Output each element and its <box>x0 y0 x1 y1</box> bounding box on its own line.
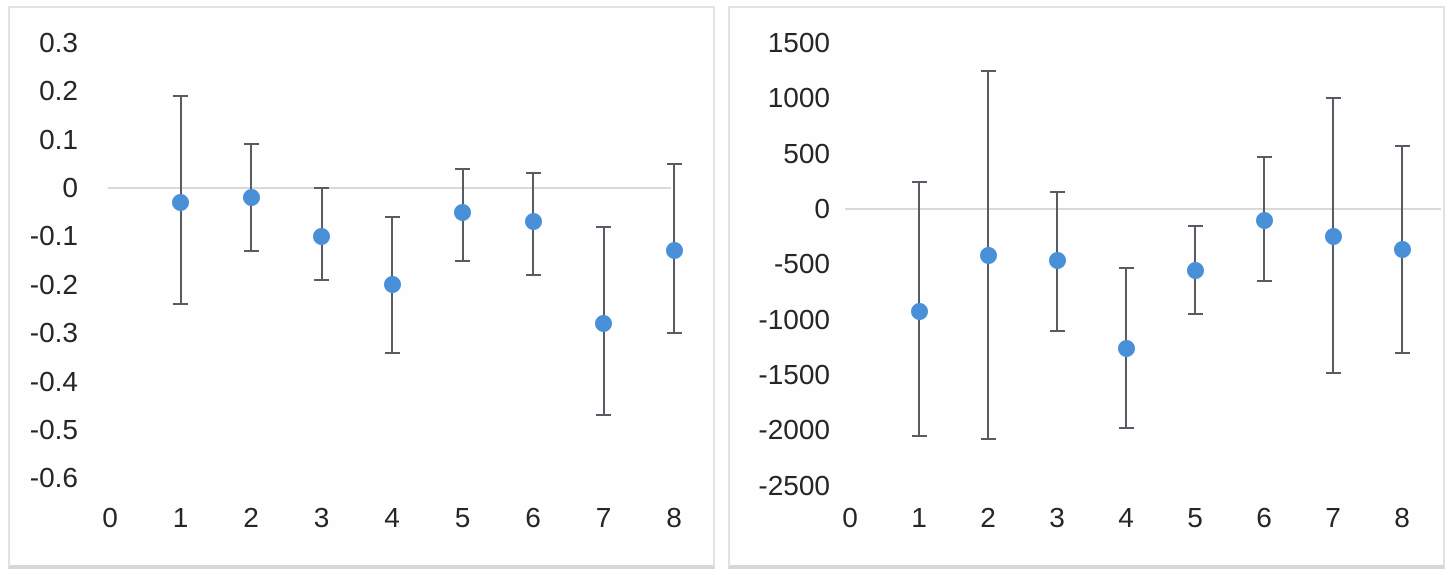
y-axis-tick-label: 0.1 <box>39 123 78 155</box>
error-bar-cap-top <box>911 181 927 184</box>
data-point-marker <box>1255 211 1273 229</box>
error-bar-cap-bottom <box>314 278 329 281</box>
error-bar-cap-bottom <box>666 332 682 335</box>
x-axis-tick-label: 8 <box>666 502 682 533</box>
x-axis-tick-label: 7 <box>595 502 612 533</box>
error-bar-cap-top <box>384 216 400 219</box>
error-bar-cap-top <box>666 162 682 165</box>
y-axis-tick-label: -0.2 <box>29 268 78 300</box>
x-axis-tick-label: 5 <box>1187 502 1203 533</box>
y-axis-tick-label: 0.3 <box>39 26 78 58</box>
zero-gridline <box>108 187 671 189</box>
right-chart-plot-area: 1500 1000 500 0 -500 -1000 -1500 -2000 -2500 0 1 2 3… <box>728 6 1441 563</box>
error-bar-cap-top <box>455 167 470 170</box>
error-bar-cap-bottom <box>1118 426 1134 429</box>
error-bar-cap-top <box>1118 266 1134 269</box>
y-axis-tick-label: -0.4 <box>29 365 78 397</box>
y-axis-tick-label: -0.6 <box>29 462 78 494</box>
y-axis-tick-label: -500 <box>773 248 830 280</box>
y-axis-tick-label: 0 <box>62 172 78 203</box>
data-point-marker <box>1048 252 1066 270</box>
error-bar-cap-bottom <box>1049 329 1065 332</box>
data-point-marker <box>313 227 330 245</box>
x-axis-tick-label: 2 <box>980 502 996 533</box>
y-axis-tick-label: -0.1 <box>29 220 78 252</box>
y-axis-tick-label: 0.2 <box>39 75 78 107</box>
error-bar-cap-bottom <box>384 351 400 354</box>
x-axis-tick-label: 3 <box>313 502 330 533</box>
error-bar-cap-top <box>243 143 259 146</box>
data-point-marker <box>1117 339 1135 357</box>
error-bar-cap-bottom <box>1325 371 1341 374</box>
error-bar-cap-bottom <box>1187 313 1203 316</box>
error-bar-cap-top <box>1049 191 1065 194</box>
x-axis-tick-label: 1 <box>911 502 927 533</box>
y-axis-tick-label: -2500 <box>758 469 830 501</box>
error-bar-cap-top <box>1394 144 1410 147</box>
data-point-marker <box>595 315 612 333</box>
error-bar-cap-top <box>314 187 329 189</box>
x-axis-tick-label: 0 <box>842 502 858 533</box>
data-point-marker <box>1324 228 1342 246</box>
y-axis-tick-label: 1000 <box>767 82 830 114</box>
data-point-marker <box>979 246 997 264</box>
data-point-marker <box>172 194 189 212</box>
error-bar-cap-bottom <box>1394 351 1410 354</box>
error-bar-cap-bottom <box>911 434 927 437</box>
error-bar-cap-top <box>596 225 611 228</box>
x-axis-tick-label: 7 <box>1325 502 1341 533</box>
data-point-marker <box>910 303 928 321</box>
y-axis-tick-label: -2000 <box>758 414 830 446</box>
x-axis-tick-label: 6 <box>1256 502 1272 533</box>
error-bar-cap-top <box>173 95 188 98</box>
y-axis-tick-label: -1000 <box>758 303 830 335</box>
data-point-marker <box>1186 262 1204 280</box>
error-bar-cap-bottom <box>455 259 470 262</box>
error-bar-cap-top <box>980 69 996 72</box>
x-axis-tick-label: 4 <box>384 502 400 533</box>
y-axis-tick-label: -0.5 <box>29 414 78 445</box>
x-axis-tick-label: 2 <box>243 502 259 533</box>
y-axis-tick-label: -0.3 <box>29 317 78 349</box>
error-bar-cap-bottom <box>1256 279 1272 282</box>
error-bar-cap-bottom <box>173 303 188 306</box>
error-bar-cap-bottom <box>243 249 259 252</box>
left-chart-panel: 0.3 0.2 0.1 0 -0.1 -0.2 -0.3 -0.4 -0.5 -0.6 0 1 2 3 4 5… <box>8 6 715 569</box>
x-axis-tick-label: 1 <box>172 502 189 533</box>
y-axis-tick-label: 1500 <box>767 27 830 59</box>
x-axis-tick-label: 3 <box>1049 502 1065 533</box>
data-point-marker <box>524 213 542 231</box>
data-point-marker <box>383 276 401 294</box>
x-axis-tick-label: 4 <box>1118 502 1134 533</box>
data-point-marker <box>242 189 260 207</box>
right-chart-panel: 1500 1000 500 0 -500 -1000 -1500 -2000 -2500 0 1 2 3… <box>728 6 1445 569</box>
error-bar-cap-bottom <box>980 438 996 441</box>
data-point-marker <box>665 242 683 260</box>
error-bar-cap-top <box>1187 224 1203 227</box>
data-point-marker <box>1393 241 1411 259</box>
x-axis-tick-label: 6 <box>525 502 541 533</box>
x-axis-tick-label: 8 <box>1394 502 1410 533</box>
y-axis-tick-label: 500 <box>783 137 830 169</box>
zero-gridline <box>845 208 1441 210</box>
error-bar-cap-top <box>1325 97 1341 100</box>
error-bar-cap-bottom <box>596 414 611 417</box>
x-axis-tick-label: 0 <box>102 502 118 533</box>
left-chart-plot-area: 0.3 0.2 0.1 0 -0.1 -0.2 -0.3 -0.4 -0.5 -0.6 0 1 2 3 4 5… <box>8 6 711 563</box>
error-bar-cap-top <box>1256 156 1272 159</box>
data-point-marker <box>454 203 471 221</box>
error-bar-cap-bottom <box>525 274 541 277</box>
x-axis-tick-label: 5 <box>454 502 471 533</box>
y-axis-tick-label: -1500 <box>758 358 830 390</box>
y-axis-tick-label: 0 <box>814 193 830 224</box>
error-bar-cap-top <box>525 172 541 175</box>
